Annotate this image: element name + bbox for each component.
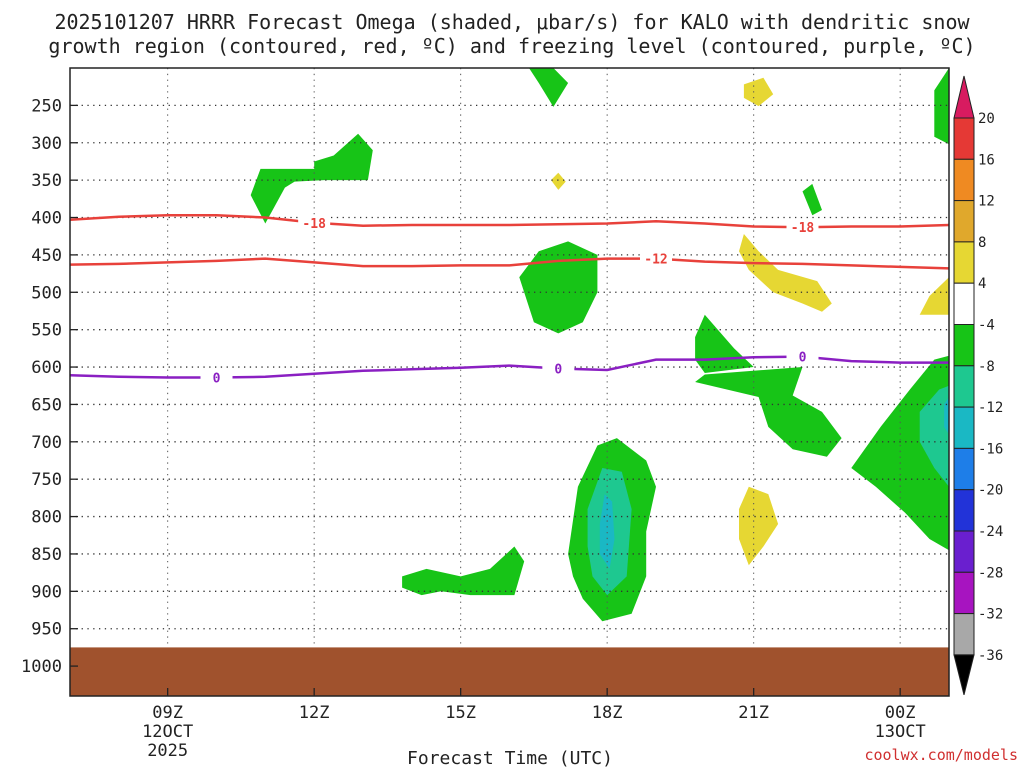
omega-region-0 bbox=[529, 68, 569, 107]
colorbar-swatch-2 bbox=[953, 158, 975, 202]
y-tick-label-4: 450 bbox=[31, 246, 62, 266]
omega-region-5 bbox=[802, 183, 822, 216]
colorbar-swatch-10 bbox=[953, 489, 975, 532]
contour-label-bg bbox=[200, 369, 233, 386]
omega-region-2 bbox=[934, 68, 949, 145]
colorbar-bottom-arrow bbox=[953, 654, 975, 696]
colorbar-swatch-6 bbox=[953, 324, 975, 367]
x-tick-label-5: 00Z bbox=[885, 703, 916, 723]
colorbar-label-13: -36 bbox=[978, 648, 1003, 664]
omega-region-3 bbox=[250, 133, 373, 224]
colorbar: 20 16 12 8 4 -4 -8 -12 -16 -20 -24 -28 -32 -36 bbox=[953, 75, 1003, 696]
x-tick-date-5: 13OCT bbox=[875, 722, 926, 742]
colorbar-label-2: 12 bbox=[978, 194, 995, 210]
colorbar-label-4: 4 bbox=[978, 276, 986, 292]
x-axis-label: Forecast Time (UTC) bbox=[407, 748, 613, 768]
colorbar-label-5: -4 bbox=[978, 318, 995, 334]
y-tick-label-11: 800 bbox=[31, 508, 62, 528]
contour-label-bg bbox=[786, 348, 819, 365]
ground-surface bbox=[70, 647, 949, 696]
omega-region-4 bbox=[551, 172, 566, 190]
omega-region-11 bbox=[851, 355, 949, 551]
x-tick-label-2: 15Z bbox=[445, 703, 476, 723]
x-tick-label-4: 21Z bbox=[738, 703, 769, 723]
contour-label: -12 bbox=[644, 253, 667, 268]
y-tick-label-10: 750 bbox=[31, 470, 62, 490]
chart-title-line1: 2025101207 HRRR Forecast Omega (shaded, … bbox=[54, 10, 970, 34]
grid-lines bbox=[70, 68, 949, 696]
contour-label: 0 bbox=[213, 372, 221, 387]
omega-region-8 bbox=[919, 277, 949, 315]
colorbar-top-arrow bbox=[953, 75, 975, 119]
y-tick-label-7: 600 bbox=[31, 358, 62, 378]
colorbar-swatch-4 bbox=[953, 241, 975, 284]
y-tick-label-1: 300 bbox=[31, 134, 62, 154]
x-tick-label-0: 09Z bbox=[152, 703, 183, 723]
omega-region-18 bbox=[402, 546, 525, 596]
colorbar-label-6: -8 bbox=[978, 359, 995, 375]
colorbar-swatch-13 bbox=[953, 613, 975, 656]
y-tick-label-0: 250 bbox=[31, 96, 62, 116]
colorbar-label-10: -24 bbox=[978, 524, 1003, 540]
y-tick-label-8: 650 bbox=[31, 395, 62, 415]
ground-band bbox=[70, 647, 949, 696]
contour-label-bg bbox=[542, 360, 575, 377]
omega-region-12 bbox=[919, 385, 949, 487]
omega-region-16 bbox=[599, 494, 615, 569]
y-tick-label-12: 850 bbox=[31, 545, 62, 565]
contour-label-bg bbox=[640, 250, 672, 267]
omega-region-1 bbox=[743, 77, 774, 107]
colorbar-label-11: -28 bbox=[978, 565, 1003, 581]
colorbar-swatch-9 bbox=[953, 447, 975, 491]
x-tick-date-0: 12OCT bbox=[142, 722, 193, 742]
colorbar-label-12: -32 bbox=[978, 607, 1003, 623]
y-axis-ticks: 250 300 350 400 450 500 550 600 650 700 750 800 850 9… bbox=[21, 96, 78, 677]
colorbar-swatch-7 bbox=[953, 365, 975, 408]
omega-region-9 bbox=[695, 314, 754, 373]
y-tick-label-9: 700 bbox=[31, 433, 62, 453]
colorbar-swatch-3 bbox=[953, 200, 975, 243]
contour-label: 0 bbox=[799, 351, 807, 366]
y-tick-label-3: 400 bbox=[31, 209, 62, 229]
omega-region-10 bbox=[695, 367, 842, 457]
colorbar-swatch-1 bbox=[953, 117, 975, 160]
colorbar-swatch-11 bbox=[953, 530, 975, 573]
chart-title-line2: growth region (contoured, red, ºC) and f… bbox=[48, 34, 975, 58]
colorbar-swatch-8 bbox=[953, 406, 975, 449]
colorbar-label-7: -12 bbox=[978, 400, 1003, 416]
temperature-contours: -18 -18 -12 0 0 0 bbox=[69, 214, 950, 387]
contour-label-bg bbox=[786, 219, 819, 236]
contour-label: -18 bbox=[791, 221, 815, 236]
y-tick-label-15: 1000 bbox=[21, 657, 62, 677]
x-tick-label-1: 12Z bbox=[299, 703, 330, 723]
contour-label: 0 bbox=[554, 363, 562, 378]
y-tick-label-6: 550 bbox=[31, 321, 62, 341]
omega-region-13 bbox=[944, 397, 949, 435]
plot-frame bbox=[69, 67, 950, 697]
y-tick-label-2: 350 bbox=[31, 171, 62, 191]
colorbar-swatch-12 bbox=[953, 571, 975, 615]
colorbar-label-8: -16 bbox=[978, 441, 1003, 457]
contour-line-1 bbox=[69, 257, 950, 270]
y-tick-label-13: 900 bbox=[31, 582, 62, 602]
omega-region-7 bbox=[739, 234, 832, 312]
colorbar-swatch-5 bbox=[953, 282, 975, 326]
colorbar-label-3: 8 bbox=[978, 235, 986, 251]
y-tick-label-14: 950 bbox=[31, 620, 62, 640]
colorbar-label-0: 20 bbox=[978, 111, 995, 127]
colorbar-label-9: -20 bbox=[978, 483, 1003, 499]
x-tick-year-0: 2025 bbox=[147, 741, 188, 761]
x-tick-label-3: 18Z bbox=[592, 703, 623, 723]
omega-region-17 bbox=[739, 486, 779, 566]
contour-label-bg bbox=[298, 214, 331, 231]
omega-shaded-regions bbox=[250, 68, 949, 622]
colorbar-label-1: 16 bbox=[978, 152, 995, 168]
y-tick-label-5: 500 bbox=[31, 283, 62, 303]
credit-text: coolwx.com/models bbox=[864, 746, 1018, 764]
omega-region-6 bbox=[519, 241, 598, 334]
contour-label: -18 bbox=[302, 217, 326, 232]
